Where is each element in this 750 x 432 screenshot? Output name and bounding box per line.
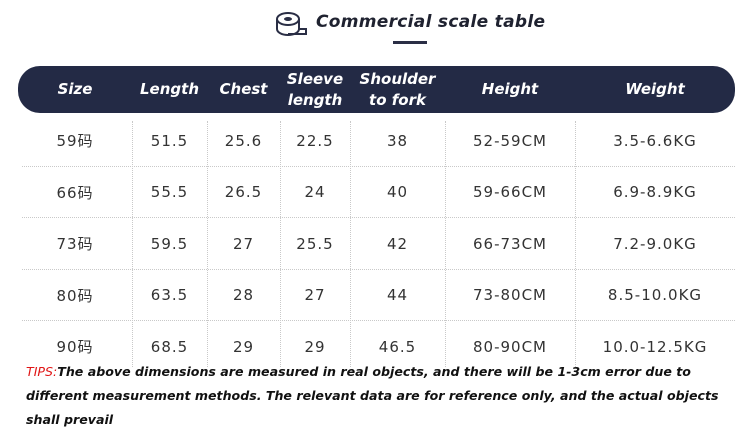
table-cell: 51.5 (150, 131, 189, 150)
column-header: Chest (207, 66, 280, 113)
table-cell: 7.2-9.0KG (613, 234, 697, 253)
table-cell: 29 (304, 337, 326, 356)
row-separator (22, 320, 735, 321)
table-cell: 90码 (56, 338, 94, 356)
table-cell: 24 (304, 183, 326, 201)
table-cell: 73-80CM (472, 286, 547, 304)
table-cell: 59-66CM (472, 183, 547, 201)
table-cell: 40 (386, 183, 409, 201)
table-cell: 6.9-8.9KG (613, 183, 697, 201)
table-cell: 73码 (56, 235, 94, 253)
table-cell: 46.5 (378, 337, 417, 356)
table-cell: 59码 (56, 132, 94, 150)
column-header-text: Chest (219, 80, 268, 98)
tips-text: The above dimensions are measured in rea… (26, 364, 719, 427)
column-separator (350, 121, 351, 367)
table-cell: 66码 (56, 183, 94, 202)
column-separator (280, 121, 281, 367)
table-cell: 63.5 (150, 286, 189, 304)
size-table-page: Commercial scale table TIPS:The above di… (18, 12, 735, 427)
table-cell: 29 (232, 337, 255, 356)
column-header: Size (18, 66, 132, 113)
column-header: Shoulder to fork (350, 66, 445, 113)
column-separator (445, 121, 446, 367)
column-header-text: Weight (625, 80, 685, 98)
table-cell: 80码 (56, 286, 94, 305)
column-separator (207, 121, 208, 367)
column-header-text: Size (57, 80, 93, 98)
table-cell: 8.5-10.0KG (607, 286, 703, 304)
table-cell: 28 (232, 286, 255, 304)
table-cell: 25.6 (224, 131, 263, 150)
row-separator (22, 217, 735, 218)
table-cell: 44 (386, 286, 409, 304)
table-cell: 27 (304, 286, 326, 304)
column-header: Weight (575, 66, 735, 113)
table-cell: 52-59CM (472, 131, 547, 150)
header-band (18, 66, 735, 113)
table-cell: 66-73CM (472, 234, 547, 253)
title-underline (393, 41, 427, 44)
table-cell: 42 (386, 234, 409, 253)
title: Commercial scale table (316, 12, 546, 32)
column-header: Height (445, 66, 575, 113)
row-separator (22, 165, 735, 167)
row-separator (22, 268, 735, 270)
column-header: Sleeve length (280, 66, 350, 113)
table-cell: 25.5 (296, 234, 334, 253)
column-separator (575, 121, 576, 367)
column-header: Length (132, 66, 207, 113)
tape-icon (276, 12, 307, 36)
table-cell: 3.5-6.6KG (613, 131, 697, 150)
table-cell: 59.5 (150, 234, 189, 253)
table-cell: 27 (232, 234, 255, 253)
page: {"header": {"title": "Commercial scale t… (18, 12, 735, 427)
table-cell: 22.5 (296, 131, 334, 150)
column-separator (132, 121, 133, 367)
table-cell: 68.5 (150, 337, 189, 356)
table-cell: 10.0-12.5KG (602, 337, 708, 356)
column-header-text: Shoulder to fork (359, 69, 436, 109)
column-header-text: Length (140, 80, 199, 98)
table-cell: 80-90CM (472, 337, 547, 356)
column-header-text: Height (481, 80, 539, 98)
tips-lead: TIPS: (26, 364, 58, 379)
table-cell: 38 (386, 131, 409, 150)
column-header-text: Sleeve length (286, 69, 344, 109)
table-cell: 26.5 (224, 183, 263, 201)
table-cell: 55.5 (150, 183, 189, 201)
